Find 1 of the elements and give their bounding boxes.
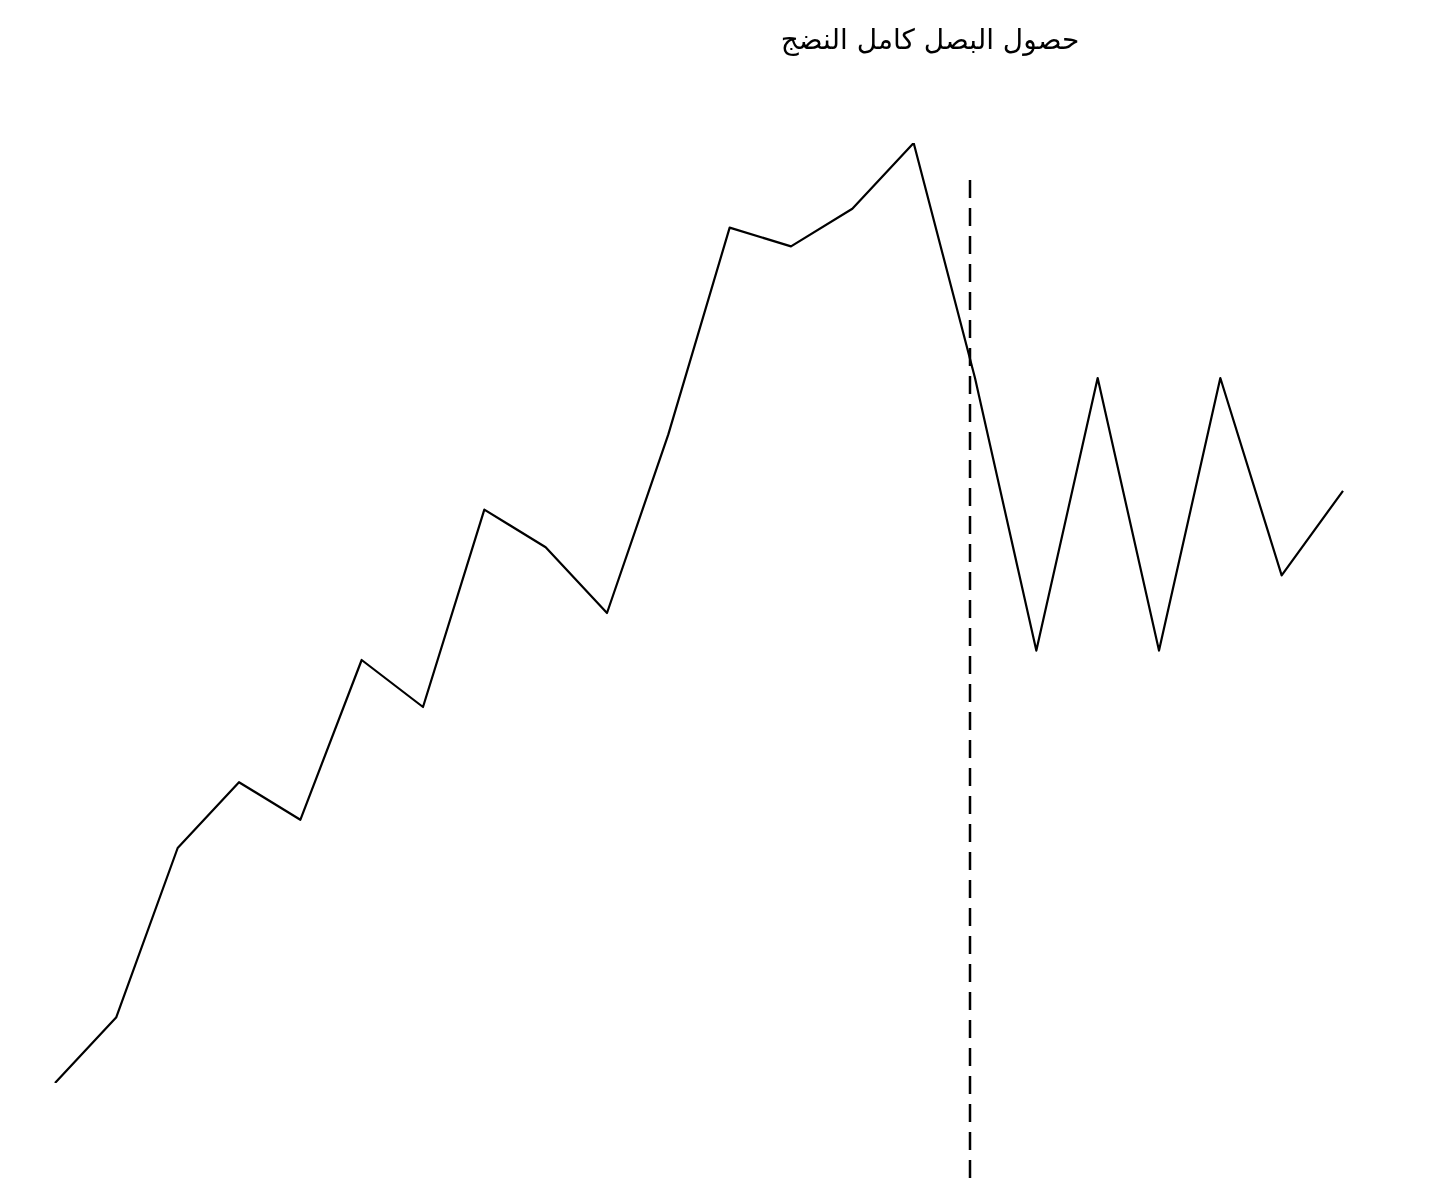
text: حصول البصل كامل النضج xyxy=(780,23,1080,57)
